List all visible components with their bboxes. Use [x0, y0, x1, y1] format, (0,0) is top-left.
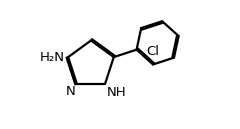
Text: NH: NH — [106, 86, 126, 99]
Text: H₂N: H₂N — [40, 51, 65, 64]
Text: N: N — [66, 84, 76, 98]
Text: Cl: Cl — [146, 45, 160, 58]
